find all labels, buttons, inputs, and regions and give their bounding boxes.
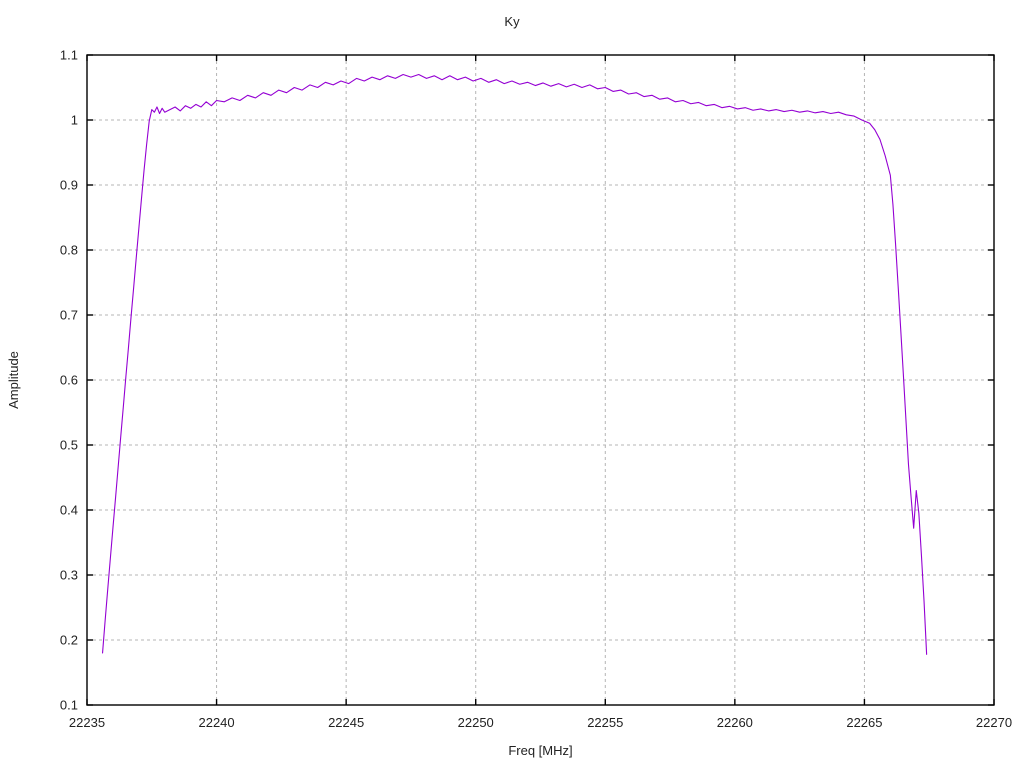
- x-tick-label: 22260: [717, 715, 753, 730]
- chart-title: Ky: [504, 14, 520, 29]
- y-tick-label: 0.4: [60, 503, 78, 518]
- y-tick-label: 0.9: [60, 178, 78, 193]
- tick-group: 0.1 0.2 0.3 0.4 0.5 0.6 0.7 0.8 0.9 1 1.1 22235 2224…: [60, 48, 1012, 731]
- y-tick-label: 0.2: [60, 633, 78, 648]
- y-tick-label: 0.8: [60, 243, 78, 258]
- x-tick-label: 22245: [328, 715, 364, 730]
- y-tick-label: 0.1: [60, 698, 78, 713]
- x-axis-title: Freq [MHz]: [508, 743, 572, 758]
- y-tick-label: 1.1: [60, 48, 78, 63]
- x-tick-label: 22235: [69, 715, 105, 730]
- x-tick-label: 22240: [198, 715, 234, 730]
- grid-group: [87, 55, 994, 705]
- data-series-line: [102, 73, 928, 655]
- y-axis-title: Amplitude: [6, 351, 21, 409]
- y-tick-label: 0.6: [60, 373, 78, 388]
- y-tick-label: 0.7: [60, 308, 78, 323]
- x-tick-label: 22270: [976, 715, 1012, 730]
- y-tick-label: 0.3: [60, 568, 78, 583]
- x-tick-label: 22265: [846, 715, 882, 730]
- x-tick-label: 22255: [587, 715, 623, 730]
- y-tick-label: 1: [71, 113, 78, 128]
- x-tick-label: 22250: [458, 715, 494, 730]
- y-tick-label: 0.5: [60, 438, 78, 453]
